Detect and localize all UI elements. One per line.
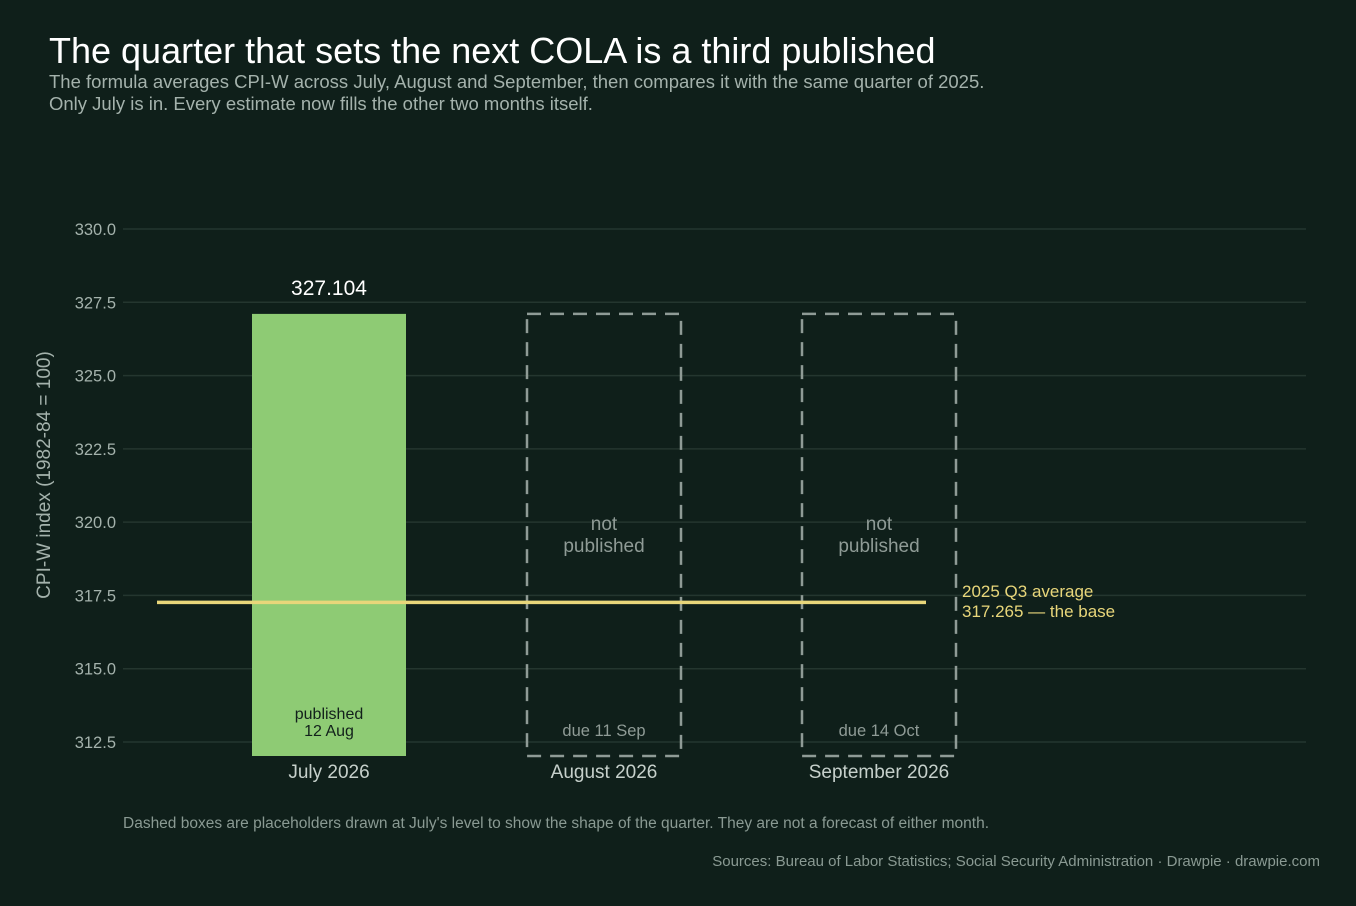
y-tick-label: 322.5	[75, 441, 116, 459]
chart-sources: Sources: Bureau of Labor Statistics; Soc…	[712, 853, 1320, 870]
y-tick-label: 312.5	[75, 734, 116, 752]
y-tick-label: 320.0	[75, 514, 116, 532]
bar-placeholder	[800, 312, 958, 758]
x-tick-label: September 2026	[809, 762, 950, 783]
placeholder-label: not	[866, 514, 893, 535]
bar-note-label: published	[295, 706, 364, 723]
y-tick-label: 315.0	[75, 661, 116, 679]
y-tick-label: 317.5	[75, 587, 116, 605]
baseline-label: 317.265 — the base	[962, 602, 1115, 621]
chart-footnote: Dashed boxes are placeholders drawn at J…	[123, 815, 990, 832]
baseline-label: 2025 Q3 average	[962, 582, 1093, 601]
bar-placeholder	[525, 312, 683, 758]
chart-title: The quarter that sets the next COLA is a…	[49, 30, 936, 71]
placeholder-label: published	[563, 536, 644, 557]
y-tick-label: 330.0	[75, 221, 116, 239]
x-tick-label: August 2026	[551, 762, 658, 783]
bar-note-label: 12 Aug	[304, 723, 354, 740]
placeholder-label: published	[838, 536, 919, 557]
placeholder-label: not	[591, 514, 618, 535]
bar-published	[252, 313, 406, 756]
placeholder-due-label: due 14 Oct	[839, 722, 920, 740]
bar-value-label: 327.104	[291, 277, 367, 300]
y-tick-label: 325.0	[75, 368, 116, 386]
y-axis-label: CPI-W index (1982-84 = 100)	[34, 351, 55, 599]
chart-subtitle: The formula averages CPI-W across July, …	[49, 71, 985, 114]
placeholder-due-label: due 11 Sep	[562, 722, 645, 740]
x-tick-label: July 2026	[288, 762, 369, 783]
y-tick-label: 327.5	[75, 294, 116, 312]
